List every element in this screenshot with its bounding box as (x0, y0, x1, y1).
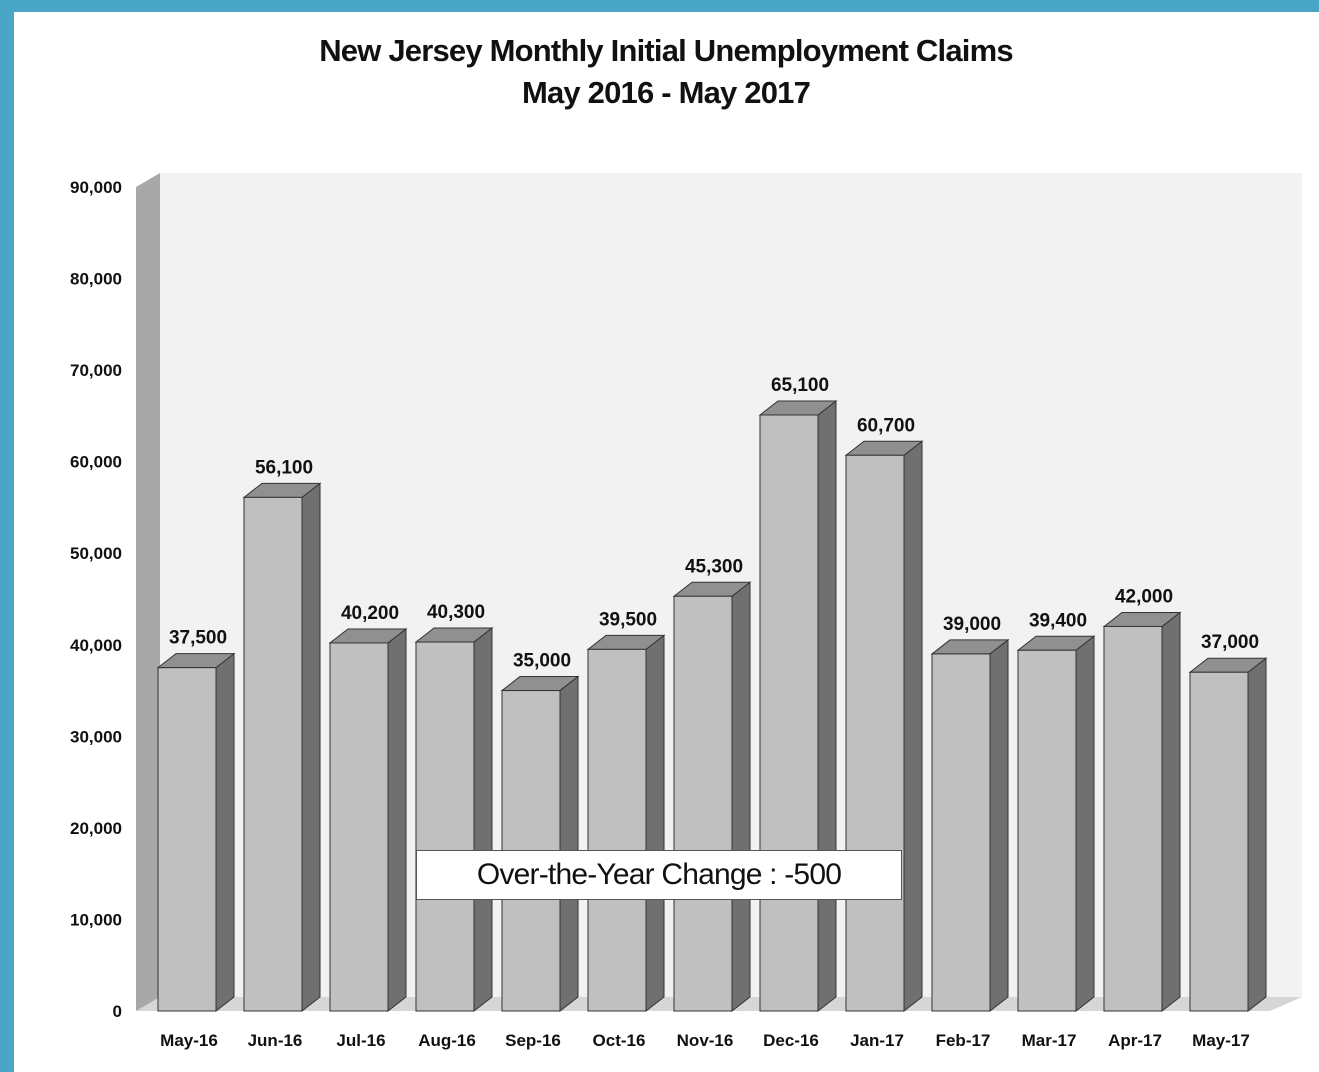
bar-dec-16 (758, 399, 838, 1013)
bar-side (989, 638, 1009, 1013)
bar-may-16 (156, 652, 236, 1013)
bar-mar-17 (1016, 635, 1096, 1013)
bar-side (903, 440, 923, 1013)
y-tick-label: 20,000 (70, 819, 122, 838)
bar-front (157, 667, 217, 1012)
x-tick-label: Oct-16 (593, 1031, 646, 1050)
bar-side (387, 627, 407, 1013)
y-tick-label: 30,000 (70, 727, 122, 746)
data-label: 60,700 (857, 415, 915, 436)
chart-title-block: New Jersey Monthly Initial Unemployment … (0, 30, 1319, 114)
data-label: 45,300 (685, 556, 743, 577)
data-label: 39,000 (943, 614, 1001, 635)
chart-subtitle: May 2016 - May 2017 (521, 75, 811, 110)
data-label: 37,500 (169, 628, 227, 649)
over-the-year-change-annotation: Over-the-Year Change : -500 (416, 850, 902, 900)
side-wall (136, 173, 160, 1011)
y-tick-label: 60,000 (70, 453, 122, 472)
x-tick-label: Feb-17 (936, 1031, 991, 1050)
bar-front (845, 454, 905, 1012)
bar-front (587, 648, 647, 1012)
x-tick-label: Mar-17 (1022, 1031, 1077, 1050)
bar-front (759, 414, 819, 1012)
x-tick-label: Apr-17 (1108, 1031, 1162, 1050)
y-axis-ticks: 0 10,000 20,000 30,000 40,000 50,000 60,000 70,… (70, 178, 122, 1021)
data-labels: 37,500 56,100 40,200 40,300 35,000 39,500 45,3… (169, 375, 1259, 672)
bar-side (301, 482, 321, 1013)
x-tick-label: Jul-16 (336, 1031, 385, 1050)
bar-side (731, 581, 751, 1013)
bar-apr-17 (1102, 611, 1182, 1013)
bar-oct-16 (586, 634, 666, 1013)
bar-front (329, 642, 389, 1012)
x-tick-label: Dec-16 (763, 1031, 819, 1050)
y-tick-label: 70,000 (70, 361, 122, 380)
bar-feb-17 (930, 638, 1010, 1013)
bar-jun-16 (242, 482, 322, 1013)
data-label: 42,000 (1115, 586, 1173, 607)
bar-front (1103, 625, 1163, 1012)
bar-side (1075, 635, 1095, 1013)
bar-side (1247, 657, 1267, 1013)
y-tick-label: 90,000 (70, 178, 122, 197)
bar-side (559, 675, 579, 1013)
data-label: 40,300 (427, 602, 485, 623)
bar-jul-16 (328, 627, 408, 1013)
x-tick-label: Sep-16 (505, 1031, 561, 1050)
y-tick-label: 40,000 (70, 636, 122, 655)
data-label: 35,000 (513, 651, 571, 672)
data-label: 37,000 (1201, 632, 1259, 653)
bar-jan-17 (844, 440, 924, 1013)
x-tick-label: Aug-16 (418, 1031, 476, 1050)
y-tick-label: 0 (113, 1002, 122, 1021)
bar-aug-16 (414, 627, 494, 1013)
bar-front (1189, 671, 1249, 1012)
bar-side (645, 634, 665, 1013)
bars (156, 399, 1268, 1013)
x-axis-ticks: May-16 Jun-16 Jul-16 Aug-16 Sep-16 Oct-16 Nov-… (160, 1031, 1250, 1050)
data-label: 39,500 (599, 609, 657, 630)
bar-may-17 (1188, 657, 1268, 1013)
y-tick-label: 10,000 (70, 910, 122, 929)
annotation-text: Over-the-Year Change : -500 (476, 858, 842, 891)
x-tick-label: Jun-16 (248, 1031, 303, 1050)
data-label: 40,200 (341, 603, 399, 624)
bar-side (473, 627, 493, 1013)
bar-side (215, 652, 235, 1013)
y-tick-label: 50,000 (70, 544, 122, 563)
data-label: 56,100 (255, 457, 313, 478)
bar-nov-16 (672, 581, 752, 1013)
x-tick-label: Jan-17 (850, 1031, 904, 1050)
bar-front (1017, 649, 1077, 1012)
bar-front (415, 641, 475, 1012)
x-tick-label: May-17 (1192, 1031, 1250, 1050)
y-tick-label: 80,000 (70, 270, 122, 289)
x-tick-label: Nov-16 (677, 1031, 734, 1050)
chart-title: New Jersey Monthly Initial Unemployment … (319, 33, 1013, 68)
bar-side (1161, 611, 1181, 1013)
bar-front (673, 595, 733, 1012)
data-label: 39,400 (1029, 610, 1087, 631)
x-tick-label: May-16 (160, 1031, 218, 1050)
data-label: 65,100 (771, 375, 829, 396)
bar-front (243, 496, 303, 1012)
bar-front (931, 653, 991, 1012)
bar-side (817, 399, 837, 1013)
bar-sep-16 (500, 675, 580, 1013)
